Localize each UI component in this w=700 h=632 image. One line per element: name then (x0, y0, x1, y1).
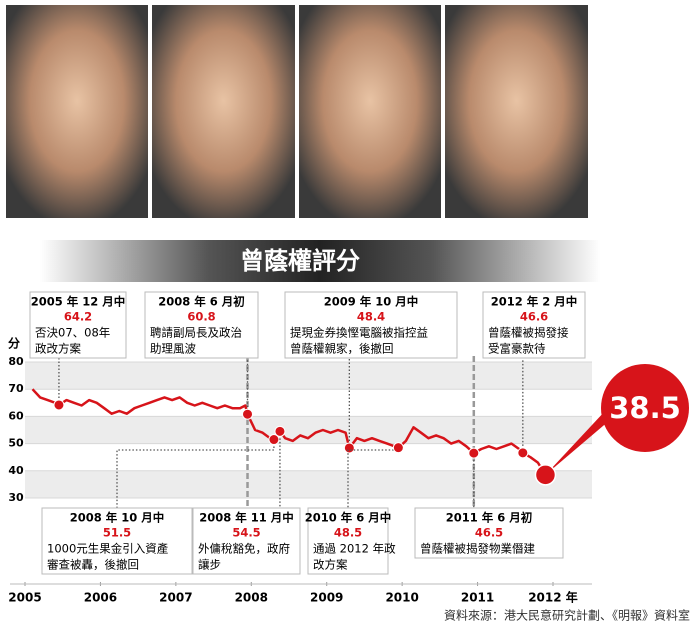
band (25, 416, 592, 444)
annotation-point (53, 399, 65, 411)
y-tick-label: 60 (8, 409, 24, 422)
plot-background (25, 361, 592, 499)
annotation-point (242, 408, 254, 420)
band (25, 362, 592, 390)
annotation-point (343, 442, 355, 454)
annotation-text: 政改方案 (35, 342, 81, 356)
photo (152, 5, 295, 218)
annotation-text: 審查被轟，後撤回 (47, 558, 139, 572)
annotation-value: 46.6 (520, 310, 548, 324)
annotation-text: 提現金券換慳電腦被指控益 (290, 326, 428, 340)
line (31, 388, 547, 476)
y-tick-label: 40 (8, 464, 24, 477)
x-tick-label: 2005 (8, 591, 41, 605)
callout-pointer (545, 395, 620, 475)
annotation-text: 曾蔭權親家，後撤回 (290, 342, 394, 356)
annotation-text: 受富豪款待 (488, 342, 546, 356)
annotation-point (468, 447, 480, 459)
x-tick-label: 2012 年 (528, 590, 578, 605)
annotation-text: 讓步 (198, 558, 221, 572)
annotation-value: 60.8 (187, 310, 215, 324)
annotation-box (307, 507, 389, 575)
source: 資料來源：港大民意研究計劃、《明報》資料室 (444, 608, 690, 623)
annotation-box (29, 291, 127, 359)
annotation-text: 聘請副局長及政治 (150, 326, 242, 340)
y-tick-label: 50 (8, 437, 24, 450)
x-tick-label: 2011 (461, 591, 494, 605)
y-axis-label: 分 (8, 336, 20, 351)
annotation-box (144, 291, 259, 359)
annotation-text: 助理風波 (150, 342, 196, 356)
annotation-point (517, 447, 529, 459)
annotation-box (284, 291, 458, 359)
x-tick-label: 2010 (385, 591, 418, 605)
x-tick-label: 2006 (84, 591, 117, 605)
end-point (534, 464, 557, 486)
annotation-value: 46.5 (475, 526, 503, 540)
photo (445, 5, 588, 218)
annotation-value: 48.5 (334, 526, 362, 540)
x-tick-label: 2009 (310, 591, 343, 605)
annotation-date: 2008 年 10 月中 (70, 511, 165, 525)
photo (299, 5, 441, 218)
photos (6, 5, 588, 218)
annotation-box (41, 507, 193, 575)
annotation-box (482, 291, 586, 359)
annotation-value: 54.5 (232, 526, 260, 540)
annotation-text: 曾蔭權被揭發物業僭建 (420, 542, 535, 556)
annotation-text: 通過 2012 年政 (313, 542, 396, 556)
annotation-value: 51.5 (103, 526, 131, 540)
callout-value: 38.5 (609, 391, 681, 425)
annotation-value: 48.4 (357, 310, 385, 324)
annotation-text: 外傭稅豁免，政府 (198, 542, 290, 556)
y-tick-label: 70 (8, 382, 24, 395)
x-tick-label: 2008 (235, 591, 268, 605)
band (25, 470, 592, 498)
annotation-point (268, 434, 280, 446)
annotation-box (192, 507, 301, 575)
callout-circle (601, 364, 689, 452)
annotation-text: 曾蔭權被揭發接 (488, 326, 569, 340)
y-tick-label: 30 (8, 491, 24, 504)
y-tick-label: 80 (8, 355, 24, 368)
annotation-point (392, 442, 404, 454)
annotation-date: 2012 年 2 月中 (491, 295, 578, 309)
annotation-point (274, 425, 286, 437)
annotation-box (414, 507, 564, 559)
chart-title: 曾蔭權評分 (240, 247, 360, 275)
annotation-date: 2010 年 6 月中 (305, 511, 392, 525)
annotation-text: 改方案 (313, 558, 348, 572)
title-band (40, 240, 600, 282)
photo (6, 5, 148, 218)
x-tick-label: 2007 (159, 591, 192, 605)
annotation-text: 否決07、08年 (35, 326, 110, 340)
annotation-text: 1000元生果金引入資產 (47, 542, 169, 556)
leader-line (116, 439, 275, 508)
annotation-date: 2008 年 11 月中 (199, 511, 294, 525)
annotation-value: 64.2 (64, 310, 92, 324)
annotation-date: 2008 年 6 月初 (158, 295, 245, 309)
annotation-date: 2011 年 6 月初 (446, 511, 533, 525)
annotation-date: 2009 年 10 月中 (324, 295, 419, 309)
annotation-date: 2005 年 12 月中 (31, 295, 126, 309)
